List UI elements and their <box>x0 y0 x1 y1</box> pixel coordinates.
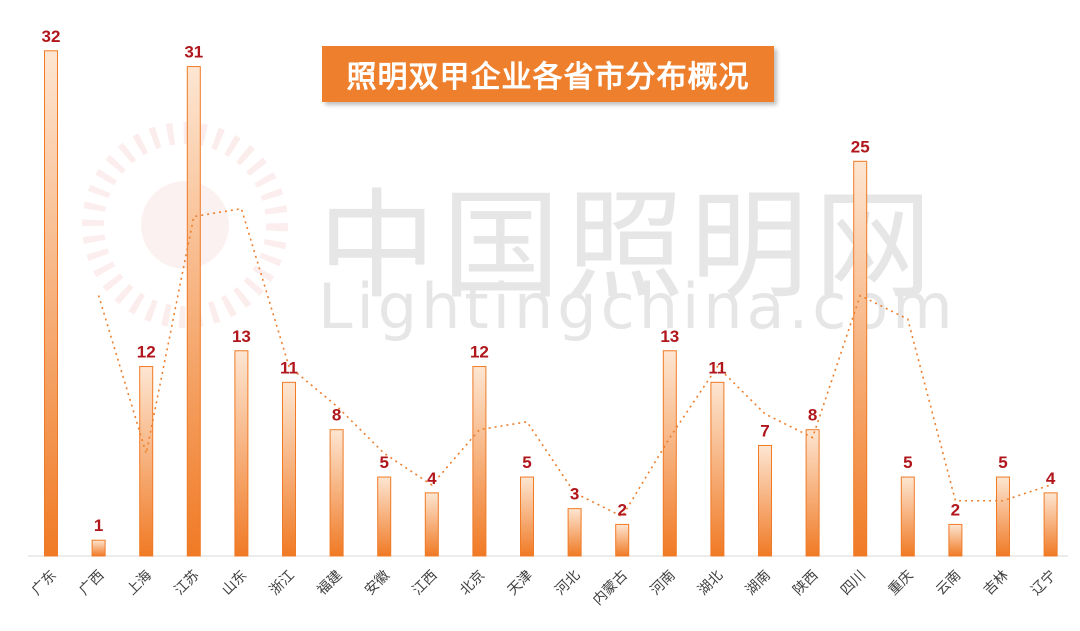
bar-山东 <box>234 350 249 557</box>
data-label: 4 <box>427 469 437 488</box>
bar-广东 <box>44 50 58 557</box>
category-label: 浙江 <box>267 568 298 599</box>
bar-四川 <box>853 160 868 557</box>
bar-河北 <box>567 508 582 557</box>
bar-湖北 <box>710 381 725 557</box>
bar-云南 <box>948 523 963 557</box>
bar-浙江 <box>282 381 296 557</box>
data-label: 3 <box>570 485 579 504</box>
category-label: 湖南 <box>743 568 774 599</box>
chart-title: 照明双甲企业各省市分布概况 <box>346 60 750 95</box>
data-label: 12 <box>470 343 489 362</box>
category-label: 重庆 <box>886 568 917 599</box>
category-label: 云南 <box>933 568 964 599</box>
bar-上海 <box>139 366 154 557</box>
data-label: 2 <box>617 500 626 519</box>
category-label: 上海 <box>124 568 155 599</box>
category-label: 四川 <box>838 568 869 599</box>
data-label: 11 <box>280 358 298 377</box>
data-label: 1 <box>94 516 103 535</box>
bar-安徽 <box>377 476 392 557</box>
category-label: 江苏 <box>172 568 203 599</box>
data-label: 8 <box>808 406 817 425</box>
bar-河南 <box>662 350 677 557</box>
category-label: 山东 <box>219 568 250 599</box>
category-label: 江西 <box>410 568 441 599</box>
category-label: 湖北 <box>695 568 726 599</box>
bar-江西 <box>424 492 439 557</box>
category-label: 陕西 <box>790 568 821 599</box>
category-label: 广西 <box>76 568 107 599</box>
category-label: 吉林 <box>981 568 1012 599</box>
data-label: 8 <box>332 406 341 425</box>
bar-广西 <box>91 539 106 557</box>
category-label: 辽宁 <box>1028 567 1060 599</box>
chart-title-box: 照明双甲企业各省市分布概况 <box>322 46 774 102</box>
category-label: 内蒙古 <box>590 568 631 609</box>
data-label: 32 <box>42 27 61 46</box>
watermark-english: Lightingchina.com <box>318 270 957 343</box>
watermark-chinese: 中国照明网 <box>318 177 939 315</box>
bar-湖南 <box>758 444 772 557</box>
trend-line <box>97 207 1051 518</box>
data-label: 7 <box>760 421 769 440</box>
category-label: 安徽 <box>362 568 393 599</box>
bar-内蒙古 <box>615 523 630 557</box>
category-label: 广东 <box>29 568 60 599</box>
bar-辽宁 <box>1043 492 1058 557</box>
data-label: 25 <box>851 137 870 156</box>
bar-江苏 <box>186 66 201 557</box>
data-label: 11 <box>708 358 726 377</box>
bar-重庆 <box>900 476 915 557</box>
data-label: 13 <box>660 327 679 346</box>
category-label: 北京 <box>457 568 488 599</box>
data-label: 5 <box>522 453 531 472</box>
category-label: 河南 <box>648 568 679 599</box>
data-label: 5 <box>998 453 1007 472</box>
data-label: 5 <box>379 453 388 472</box>
category-label: 天津 <box>505 568 536 599</box>
category-label: 福建 <box>314 568 345 599</box>
bar-陕西 <box>805 429 820 557</box>
data-label: 12 <box>137 343 156 362</box>
bar-福建 <box>329 429 344 557</box>
bar-北京 <box>472 366 487 557</box>
data-label: 4 <box>1046 469 1056 488</box>
watermark-logo <box>82 122 288 328</box>
data-label: 13 <box>232 327 251 346</box>
data-label: 31 <box>184 43 203 62</box>
category-label: 河北 <box>552 568 583 599</box>
data-label: 5 <box>903 453 912 472</box>
bar-吉林 <box>996 476 1010 557</box>
data-label: 2 <box>951 500 960 519</box>
bar-天津 <box>520 476 534 557</box>
